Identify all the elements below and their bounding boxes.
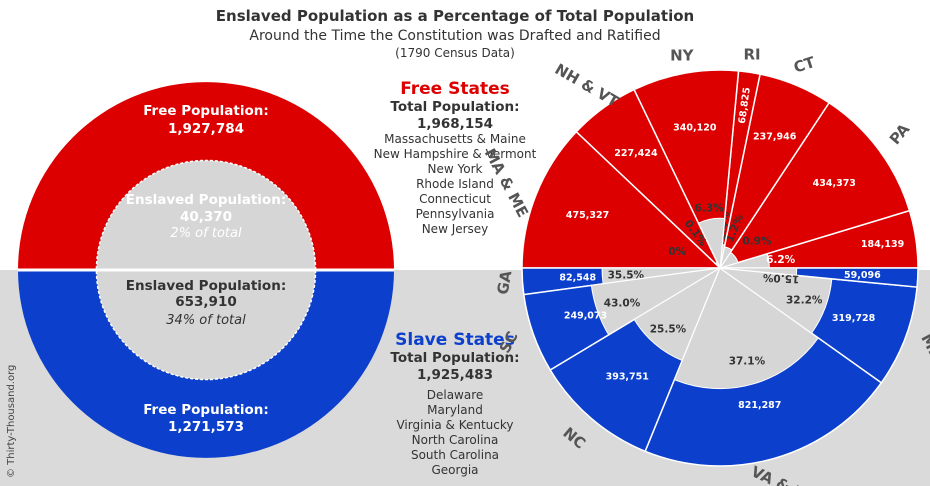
free-state-name: Rhode Island [416,177,494,191]
free-states-free-value: 1,927,784 [168,121,244,137]
state-population-label: 821,287 [738,400,781,411]
state-population-label: 59,096 [844,270,881,281]
state-population-label: 249,073 [564,310,607,321]
enslaved-wedge [673,267,819,390]
slave-state-name: Maryland [427,403,483,417]
slave-states-free-value: 1,271,573 [168,419,244,435]
state-name-label: NY [670,46,695,64]
state-population-label: 434,373 [813,178,856,189]
chart-subtitle-census: (1790 Census Data) [395,46,515,60]
state-population-label: 68,825 [737,87,753,125]
enslaved-wedge [719,267,798,276]
free-states-free-label: Free Population: [143,103,269,119]
slave-states-enslaved-pct: 34% of total [166,313,246,328]
slave-states-heading: Slave States [395,330,515,350]
state-population-label: 237,946 [753,131,797,142]
state-population-label: 340,120 [673,123,717,134]
state-name-label: RI [743,45,760,63]
free-state-name: Massachusetts & Maine [384,132,526,146]
slave-state-name: Delaware [427,388,484,402]
free-states-heading: Free States [400,79,510,99]
free-states-total-label: Total Population: [390,99,519,115]
state-name-label: PA [886,120,914,148]
slave-state-name: Virginia & Kentucky [396,418,513,432]
state-slice-pa [718,101,911,270]
state-pie-chart: 184,1396.2%NJ434,3730.9%PA237,9461.2%CT6… [481,45,930,486]
state-population-label: 319,728 [832,313,876,324]
slave-states-enslaved-value: 653,910 [175,294,237,310]
copyright-notice: © Thirty-Thousand.org [6,365,17,478]
state-population-label: 227,424 [614,148,658,159]
enslaved-percent-label: 6.2% [766,254,796,266]
free-state-name: New Jersey [422,222,489,236]
state-population-label: 184,139 [861,239,904,250]
chart-title: Enslaved Population as a Percentage of T… [216,7,694,25]
enslaved-percent-label: 25.5% [650,324,687,336]
state-name-label: GA [494,269,516,296]
slave-states-enslaved-label: Enslaved Population: [126,278,286,294]
enslaved-percent-label: 6.3% [695,202,725,214]
free-states-enslaved-value: 40,370 [180,209,232,225]
enslaved-percent-label: 32.2% [786,294,823,306]
left-comparison-pie: Free Population: 1,927,784 Enslaved Popu… [18,82,394,458]
enslaved-percent-label: 43.0% [604,297,641,309]
state-population-label: 393,751 [606,371,649,382]
state-population-label: 475,327 [566,210,609,221]
free-state-name: Connecticut [419,192,491,206]
free-state-name: New York [428,162,483,176]
free-state-name: New Hampshire & Vermont [374,147,537,161]
free-states-total: 1,968,154 [417,116,493,132]
slave-state-name: Georgia [431,463,478,477]
enslaved-percent-label: 0% [668,246,686,258]
free-states-legend: Free States Total Population: 1,968,154 … [374,79,537,236]
enslaved-percent-label: 15.0% [762,271,799,285]
state-slice-ma-me [521,130,722,269]
state-name-label: NH & VT [552,60,623,111]
state-population-label: 82,548 [559,273,596,284]
enslaved-percent-label: 35.5% [608,269,645,281]
slave-states-total: 1,925,483 [417,367,493,383]
enslaved-percent-label: 37.1% [729,356,766,368]
free-state-name: Pennsylvania [416,207,495,221]
slave-states-legend: Slave States Total Population: 1,925,483… [390,330,519,477]
free-states-enslaved-label: Enslaved Population: [126,192,286,208]
slave-state-name: South Carolina [411,448,499,462]
enslaved-percent-label: 0.9% [742,236,772,248]
free-states-enslaved-pct: 2% of total [170,226,242,241]
slave-states-free-label: Free Population: [143,402,269,418]
state-name-label: CT [791,53,817,77]
chart-subtitle: Around the Time the Constitution was Dra… [249,28,660,44]
slave-states-total-label: Total Population: [390,350,519,366]
slave-state-name: North Carolina [412,433,499,447]
